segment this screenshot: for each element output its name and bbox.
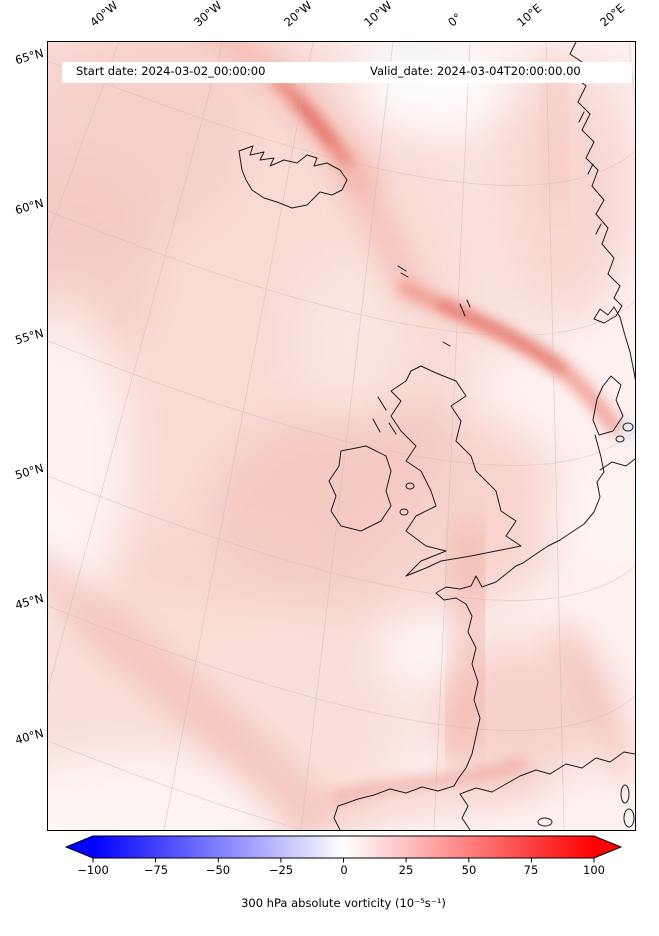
date-band: Start date: 2024-03-02_00:00:00 Valid_da… (62, 62, 632, 83)
lon-tick-label: 40°W (87, 0, 121, 30)
lat-tick-label: 65°N (13, 45, 46, 68)
valid-date-label: Valid_date: 2024-03-04T20:00:00.00 (370, 64, 581, 78)
colorbar-extend-min (66, 836, 93, 858)
map-axes: Start date: 2024-03-02_00:00:00 Valid_da… (47, 41, 636, 831)
catalonia-coastline (459, 793, 471, 830)
isle-of-man (405, 482, 415, 490)
lon-tick-label: 30°W (191, 0, 225, 30)
faroe-islands (397, 265, 409, 278)
colorbar-bar (64, 835, 623, 863)
iberia-north-coastline (333, 785, 455, 830)
lat-tick-label: 55°N (13, 325, 46, 348)
orkney-islands (442, 341, 451, 347)
majorca (537, 817, 553, 827)
colorbar-gradient (93, 836, 594, 858)
great-britain-coastline (390, 365, 522, 577)
colorbar-ticks (92, 858, 595, 863)
colorbar (64, 835, 623, 864)
hebrides-islands (372, 396, 397, 435)
continental-north-sea-coastline (435, 434, 605, 594)
colorbar-tick-label: 50 (461, 863, 477, 877)
lon-tick-label: 20°W (281, 0, 315, 30)
lon-tick-label: 10°E (514, 0, 545, 30)
graticule (48, 42, 635, 830)
corsica (620, 784, 630, 804)
norway-coastline (569, 42, 635, 381)
lat-tick-label: 50°N (13, 460, 46, 483)
lat-tick-label: 40°N (13, 725, 46, 748)
norway-skerries (578, 111, 602, 235)
colorbar-tick-label: 25 (398, 863, 414, 877)
colorbar-extend-max (594, 836, 621, 858)
vorticity-shading (48, 42, 635, 830)
ireland-coastline (328, 445, 392, 532)
lon-tick-label: 0° (445, 10, 465, 30)
colorbar-tick-label: −75 (143, 863, 169, 877)
sardinia (623, 808, 635, 828)
mediterranean-france-coastline (459, 751, 635, 795)
colorbar-tick-label: 0 (340, 863, 348, 877)
colorbar-tick-label: 100 (583, 863, 605, 877)
iceland-coastline (238, 145, 348, 209)
colorbar-tick-label: −50 (205, 863, 231, 877)
colorbar-tick-label: −100 (77, 863, 109, 877)
lat-tick-label: 45°N (13, 590, 46, 613)
coastlines (238, 42, 635, 830)
lon-tick-label: 20°E (597, 0, 628, 30)
colorbar-tick-label: 75 (523, 863, 539, 877)
anglesey (399, 508, 409, 516)
shetland-islands (459, 299, 471, 317)
colorbar-tick-label: −25 (268, 863, 294, 877)
lon-tick-label: 10°W (361, 0, 395, 30)
start-date-label: Start date: 2024-03-02_00:00:00 (76, 64, 266, 78)
denmark-coastline (592, 375, 624, 436)
vorticity-map-plot (48, 42, 635, 830)
danish-island (622, 422, 634, 432)
france-atlantic-coastline (435, 592, 481, 787)
lat-tick-label: 60°N (13, 195, 46, 218)
baltic-coastline (599, 458, 635, 471)
danish-island (615, 435, 625, 443)
colorbar-axis-label: 300 hPa absolute vorticity (10⁻⁵s⁻¹) (241, 896, 446, 910)
